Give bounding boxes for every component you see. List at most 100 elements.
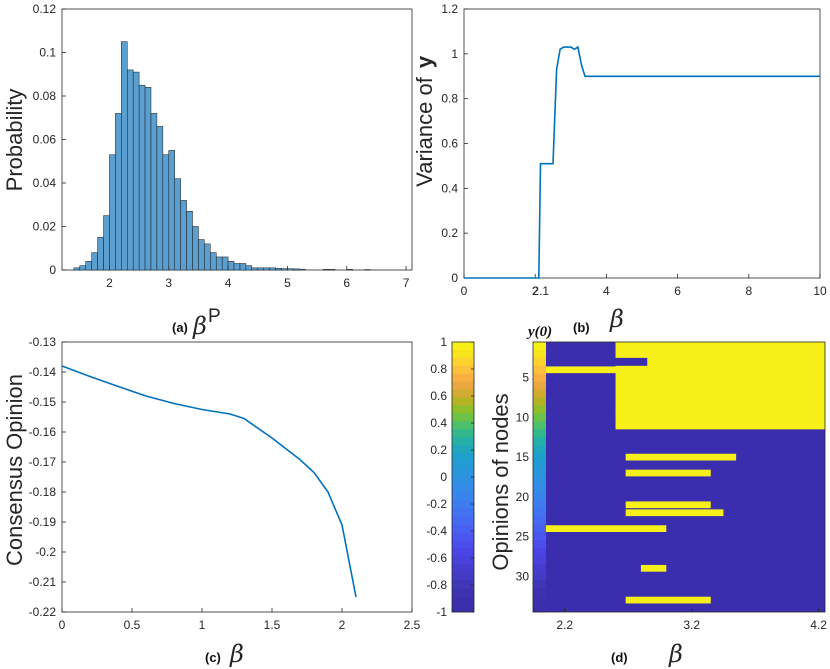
panel-d-yellow-segment bbox=[625, 453, 737, 461]
colorbar-cell bbox=[452, 453, 474, 462]
panel-c-ytick-label: -0.2 bbox=[35, 545, 56, 559]
panel-a-bar bbox=[293, 268, 300, 271]
panel-d-y0-cell bbox=[533, 572, 546, 581]
colorbar-tick-label: -0.2 bbox=[426, 497, 447, 511]
panel-d-yellow-segment bbox=[533, 525, 667, 532]
panel-a-bar bbox=[287, 268, 294, 271]
panel-b-ytick-label: 0.2 bbox=[441, 226, 458, 240]
colorbar-cell bbox=[452, 389, 474, 398]
panel-b-xtick-label: 0 bbox=[461, 284, 468, 298]
panel-a-bar bbox=[221, 256, 229, 271]
colorbar-cell bbox=[452, 492, 474, 502]
panel-d-dark-segment bbox=[539, 357, 648, 366]
panel-a-label: (a) bbox=[172, 320, 188, 335]
panel-a-bar bbox=[103, 215, 110, 271]
panel-d-y0-cell bbox=[533, 556, 546, 565]
panel-b-ytick-label: 0.8 bbox=[441, 92, 458, 106]
panel-a-bar bbox=[210, 252, 217, 271]
panel-c-xtick-label: 2.5 bbox=[404, 618, 421, 632]
colorbar-cell bbox=[452, 405, 474, 414]
colorbar: 1 0.8 0.6 0.4 0.2 0 -0.2 -0.4 -0.6 -0.8 -1 bbox=[426, 335, 475, 619]
colorbar-cell bbox=[452, 349, 474, 359]
panel-a-ytick-label: 0.04 bbox=[33, 176, 57, 190]
panel-a-bar bbox=[192, 226, 199, 271]
panel-d-y0-cell bbox=[533, 373, 546, 383]
colorbar-tick-label: 0.6 bbox=[430, 389, 447, 403]
panel-d-y0-cell bbox=[533, 524, 546, 533]
panel-b-xtick-label: 8 bbox=[745, 284, 752, 298]
colorbar-cell bbox=[452, 596, 474, 605]
panel-a-bar bbox=[186, 211, 193, 271]
panel-d-ytick-label: 5 bbox=[522, 371, 529, 385]
panel-d-xtick-label: 2.2 bbox=[556, 618, 573, 632]
panel-c-ytick-label: -0.18 bbox=[29, 485, 57, 499]
panel-a-histogram: 2 3 4 5 6 7 0 0.02 0.04 0.06 0.08 0.1 0.12 bbox=[33, 2, 413, 290]
colorbar-cell bbox=[452, 342, 474, 351]
panel-a-bar bbox=[144, 87, 152, 271]
panel-d-y0-cell bbox=[533, 342, 546, 351]
panel-d-y0-cell bbox=[533, 357, 546, 367]
panel-a-xtick-label: 6 bbox=[343, 276, 350, 290]
panel-b-line: 0 2 4 6 8 10 2.1 0 0.2 0.4 0.6 0.8 1 1.2 bbox=[441, 2, 827, 298]
colorbar-tick-label: 0.8 bbox=[430, 362, 447, 376]
panel-a-bar bbox=[251, 267, 259, 271]
panel-c-label: (c) bbox=[205, 650, 221, 665]
panel-a-bar bbox=[328, 269, 336, 271]
panel-c-xtick-label: 1.5 bbox=[264, 618, 281, 632]
colorbar-cell bbox=[452, 413, 474, 422]
panel-d-yellow-segment bbox=[625, 596, 711, 604]
colorbar-cell bbox=[452, 524, 474, 533]
panel-d-y0-cell bbox=[533, 429, 546, 438]
colorbar-cell bbox=[452, 588, 474, 597]
panel-d-y0-cell bbox=[533, 492, 546, 502]
panel-d-y0-cell bbox=[533, 484, 546, 494]
panel-a-xtick-label: 5 bbox=[284, 276, 291, 290]
panel-b-ytick-label: 0 bbox=[451, 271, 458, 285]
panel-a-ytick-label: 0 bbox=[49, 263, 56, 277]
panel-d-y0-cell bbox=[533, 381, 546, 390]
panel-a-bar bbox=[322, 269, 330, 271]
colorbar-cell bbox=[452, 357, 474, 367]
panel-c-ytick-label: -0.13 bbox=[29, 335, 57, 349]
colorbar-cell bbox=[452, 397, 474, 406]
panel-c-ytick-label: -0.17 bbox=[29, 455, 57, 469]
panel-a-bar bbox=[97, 237, 104, 271]
panel-a-bar bbox=[215, 256, 223, 271]
panel-d-y0-cell bbox=[533, 397, 546, 406]
panel-a-bar bbox=[73, 267, 81, 271]
panel-a-ytick-label: 0.02 bbox=[33, 220, 57, 234]
panel-d-y0-cell bbox=[533, 365, 546, 375]
panel-b-ylabel-prefix: Variance of bbox=[412, 76, 437, 187]
panel-d-y0-cell bbox=[533, 516, 546, 525]
panel-d-y0-cell bbox=[533, 588, 546, 597]
panel-d-dark-segment bbox=[539, 389, 616, 398]
panel-d-xtick-label: 4.2 bbox=[810, 618, 827, 632]
panel-b-ylabel-var: y bbox=[412, 55, 437, 68]
panel-a-xlabel-beta: β bbox=[192, 312, 207, 340]
colorbar-tick-label: 1 bbox=[440, 335, 447, 349]
panel-b-series-line bbox=[464, 45, 820, 279]
panel-d-ytick-label: 10 bbox=[516, 410, 530, 424]
panel-d-dark-segment bbox=[539, 373, 616, 382]
panel-a-bar bbox=[91, 252, 98, 271]
panel-a-xtick-label: 2 bbox=[106, 276, 113, 290]
panel-a-ytick-label: 0.06 bbox=[33, 133, 57, 147]
panel-b-xlabel-beta: β bbox=[609, 305, 624, 333]
panel-d-y0-cell bbox=[533, 564, 546, 573]
panel-d-y0-cell bbox=[533, 477, 546, 486]
panel-d-y0-label: y(0) bbox=[526, 324, 552, 340]
colorbar-cell bbox=[452, 540, 474, 549]
panel-d-y0-cell bbox=[533, 461, 546, 470]
panel-d-yellow-segment bbox=[640, 564, 667, 572]
panel-d-y0-cell bbox=[533, 580, 546, 589]
colorbar-cell bbox=[452, 421, 474, 430]
panel-d-y0-cell bbox=[533, 469, 546, 478]
colorbar-cell bbox=[452, 580, 474, 589]
colorbar-cell bbox=[452, 469, 474, 478]
colorbar-cell bbox=[452, 604, 474, 613]
panel-a-bar bbox=[174, 178, 181, 271]
panel-a-bar bbox=[269, 267, 276, 271]
colorbar-cell bbox=[452, 365, 474, 375]
panel-c-xlabel-beta: β bbox=[229, 640, 244, 668]
panel-d-y0-cell bbox=[533, 508, 546, 518]
